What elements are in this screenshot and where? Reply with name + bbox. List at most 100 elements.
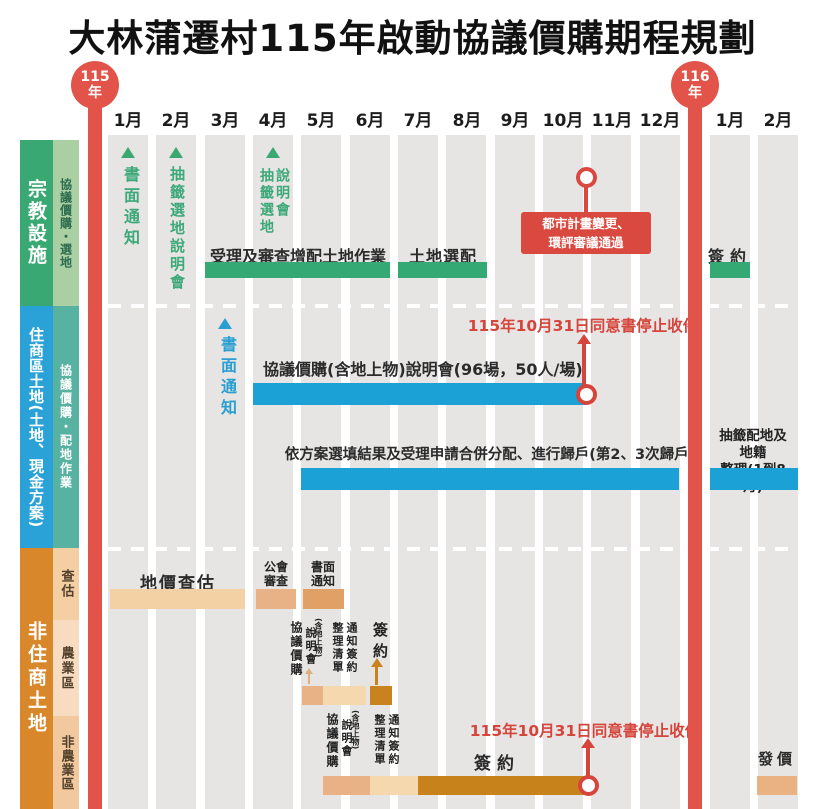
label-organize-list-nonagri: 整理清單 [373,714,386,766]
deadline-circle-icon [578,775,599,796]
month-label: 5月 [306,111,336,131]
bar-label-merge-allocation: 依方案選填結果及受理申請合併分配、進行歸戶(第2、3次歸戶) [284,447,696,463]
month-label: 6月 [355,111,385,131]
deadline-arrow-stem [582,342,586,388]
label-organize-list-agri: 整理清單 [331,622,344,674]
month-label: 3月 [210,111,240,131]
milestone-written-notice: 書面通知 [121,166,140,250]
guild-review-line2: 審查 [263,574,289,588]
month-column [156,135,196,809]
sign-arrow-stem [375,666,378,685]
bar-nonagri-list [370,776,418,795]
year-115-unit: 年 [88,85,102,101]
sidebar-section-residential: 住商區土地(土地、現金方案) [20,306,53,548]
month-label: 7月 [403,111,433,131]
year-115-line [88,85,102,809]
month-column [205,135,245,809]
bar-label-guild-review: 公會 審查 [264,560,288,588]
month-label: 9月 [500,111,530,131]
month-label: 1月 [113,111,143,131]
callout-stem [584,186,588,212]
year-115-number: 115 [80,69,110,85]
callout-line-1: 都市計畫變更、 [542,216,630,231]
label-briefing-nonagri: 說明會 [340,719,353,758]
deadline-text-nonagri: 115年10月31日同意書停止收件 [469,722,701,740]
year-116-pin: 116 年 [671,61,719,109]
month-label: 10月 [542,111,584,131]
month-label: 2月 [763,111,793,131]
milestone-lottery-pick-briefing: 說明會 [274,168,290,219]
callout-line-2: 環評審議通過 [548,235,624,250]
bar-merge-allocation [301,468,679,490]
bar-label-lottery-registry-line1: 抽籤配地及地籍 [719,428,787,461]
bar-guild-review [256,589,296,609]
month-label: 1月 [715,111,745,131]
sidebar-sub-agricultural: 農業區 [53,620,79,716]
milestone-triangle-icon [169,147,183,158]
label-sign-agri: 簽約 [371,622,389,664]
bar-label-negotiation-briefing: 協議價購(含地上物)說明會(96場，50人/場) [263,360,583,379]
deadline-text-residential: 115年10月31日同意書停止收件 [467,317,699,335]
written-notice-line1: 書面 [310,560,336,574]
bar-nonagri-sign [418,776,588,795]
bar-agri-sign [370,686,392,705]
milestone-lottery-briefing: 抽籤選地說明會 [168,166,186,292]
bar-label-land-allocation: 土地選配 [408,247,478,266]
month-label: 11月 [591,111,633,131]
bar-label-review: 受理及審查增配土地作業 [209,247,387,266]
row-separator [108,547,798,551]
sidebar-sub-assessment: 查估 [53,548,79,620]
sidebar-section-religious: 宗教設施 [20,140,53,306]
deadline-circle-icon [576,384,597,405]
milestone-lottery-pick: 抽籤選地 [258,168,274,236]
bar-agri-briefing [302,686,323,705]
bar-label-written-notice-assess: 書面 通知 [311,560,335,588]
guild-review-line1: 公會 [263,560,289,574]
bar-sign-contract [710,262,750,278]
year-116-line [688,85,702,809]
written-notice-line2: 通知 [310,574,336,588]
milestone-triangle-icon [218,318,232,329]
deadline-arrowhead-icon [581,738,595,748]
month-label: 12月 [639,111,681,131]
row-separator [108,304,798,308]
sidebar-sub-nonagricultural: 非農業區 [53,716,79,809]
sign-arrowhead-icon [371,658,383,667]
bar-label-sign-contract: 簽約 [707,247,753,266]
month-column [108,135,148,809]
bar-pricing [757,776,797,795]
milestone-triangle-icon [266,147,280,158]
deadline-arrow-stem [586,746,590,778]
bar-agri-list [323,686,366,705]
label-negotiate-nonagri: 協議價購 [325,713,339,769]
bar-land-price-assessment [110,589,245,609]
sidebar-sub-residential: 協議價購・配地作業 [53,306,79,548]
label-notify-sign-agri: 通知簽約 [345,622,358,674]
label-sign-nonagri: 簽約 [474,754,520,774]
label-incl-structures-nonagri: (含地上物) [351,710,360,750]
label-incl-structures-agri: (含地上物) [314,618,323,658]
callout-pin-icon [576,167,597,188]
bar-negotiation-briefing [253,383,586,405]
year-116-number: 116 [680,69,710,85]
bar-lottery-registry [710,468,798,490]
milestone-written-notice-residential: 書面通知 [218,336,237,420]
bar-written-notice-assess [303,589,344,609]
year-115-pin: 115 年 [71,61,119,109]
label-negotiate-agri: 協議價購 [289,621,303,677]
sidebar-section-nonresidential: 非住商土地 [20,548,53,809]
sidebar-sub-religious: 協議價購・選地 [53,140,79,306]
year-116-unit: 年 [688,85,702,101]
bar-nonagri-briefing [323,776,370,795]
milestone-triangle-icon [121,147,135,158]
small-arrowhead-icon [305,668,313,674]
callout-urban-plan: 都市計畫變更、 環評審議通過 [521,212,651,254]
bar-review [205,262,390,278]
month-label: 8月 [452,111,482,131]
label-notify-sign-nonagri: 通知簽約 [387,714,400,766]
bar-land-allocation [398,262,487,278]
deadline-arrowhead-icon [577,334,591,344]
month-label: 2月 [161,111,191,131]
label-briefing-agri: 說明會 [304,627,317,666]
